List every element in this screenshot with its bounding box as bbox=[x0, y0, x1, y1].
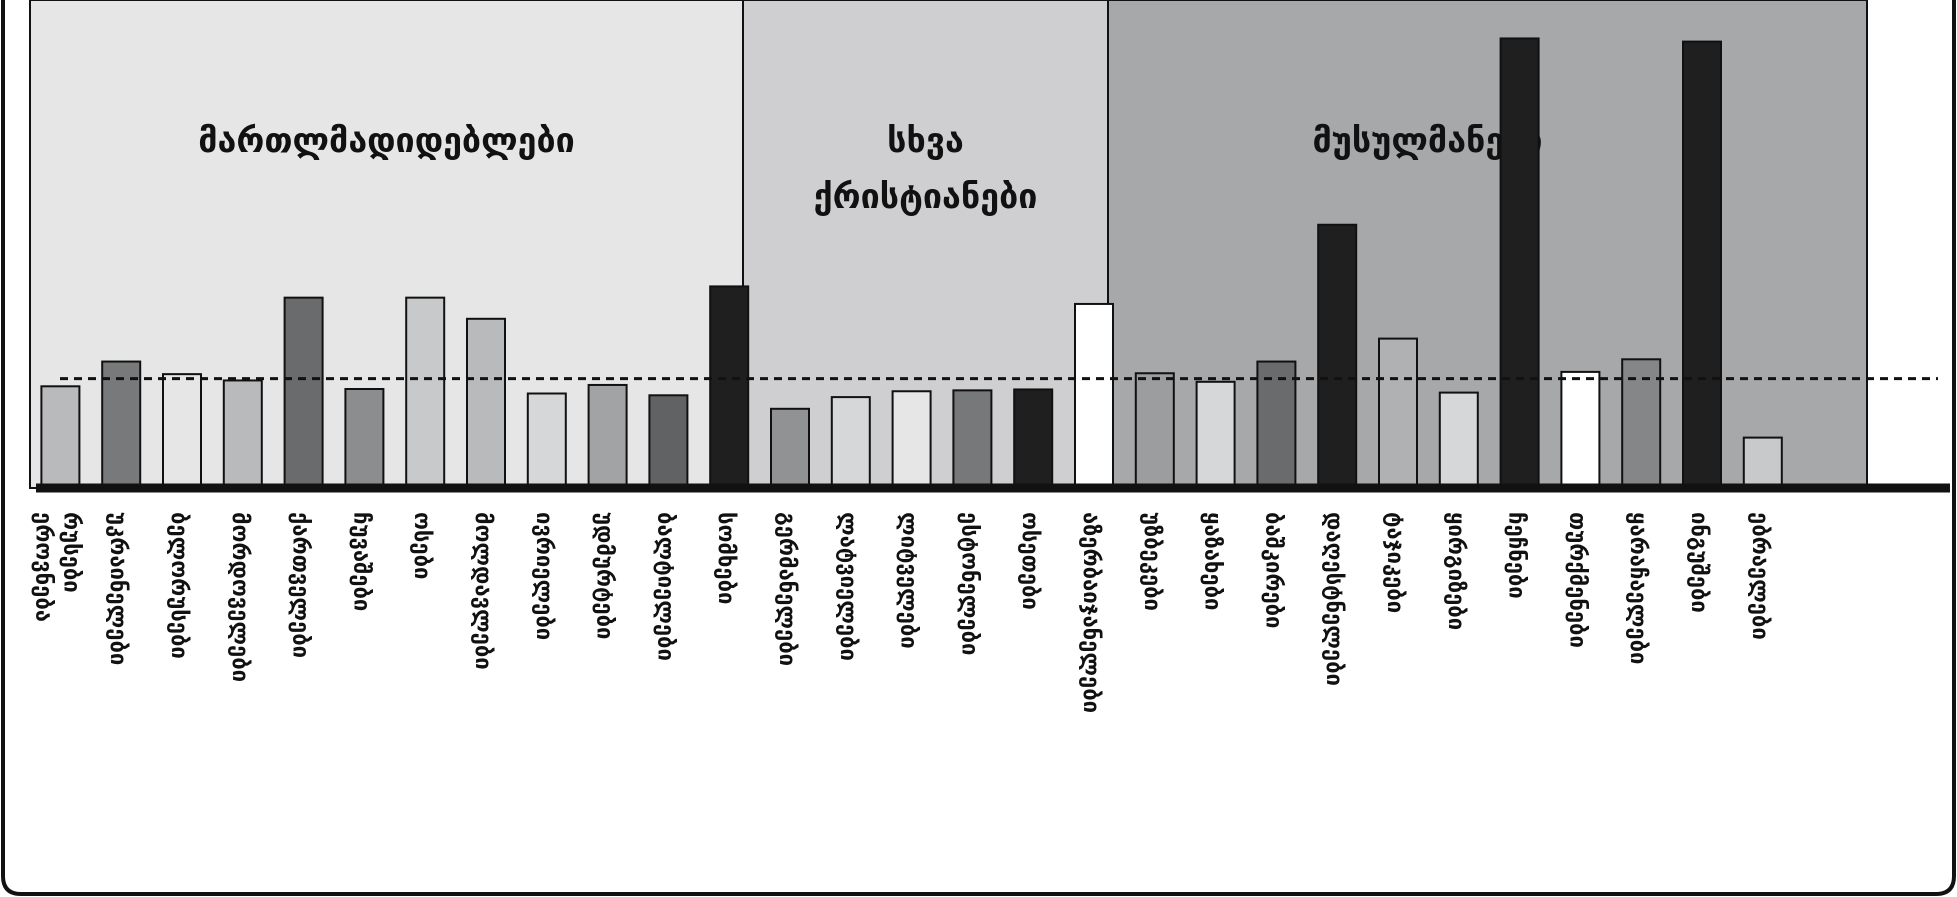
category-label: მოლდავლები bbox=[470, 512, 495, 670]
bar bbox=[830, 396, 871, 490]
category-label: ყაზახები bbox=[1200, 512, 1225, 610]
category-label: ოსეთები bbox=[1017, 512, 1042, 610]
bar bbox=[40, 385, 81, 489]
bar bbox=[1195, 380, 1236, 489]
category-label: ლიტველები bbox=[896, 512, 921, 649]
category-label: ლატვიელები bbox=[835, 512, 860, 661]
bar bbox=[1438, 391, 1479, 490]
bar bbox=[1560, 370, 1601, 489]
bar bbox=[405, 296, 446, 489]
category-label: ბალტიელები bbox=[652, 512, 677, 661]
category-label: ინგუშები bbox=[1686, 512, 1711, 613]
category-label: ებრაელები bbox=[1747, 512, 1772, 640]
bar bbox=[1134, 372, 1175, 489]
bar bbox=[466, 317, 506, 489]
category-label: სომხები bbox=[713, 512, 738, 604]
category-label: თურქმენები bbox=[1564, 512, 1589, 648]
bar bbox=[1621, 358, 1662, 489]
bar bbox=[1682, 40, 1722, 489]
bar bbox=[891, 390, 932, 489]
group-titles: მართლმადიდებლები სხვაქრისტიანებიმუსულმანე… bbox=[198, 121, 1542, 217]
category-labels: ეროვნება რუსები უკრაინელები ბელორუსები მორდო… bbox=[30, 512, 1771, 713]
bar bbox=[1499, 37, 1540, 489]
category-label: ტაჯიკები bbox=[1382, 512, 1407, 613]
group-title: ქრისტიანები bbox=[814, 177, 1038, 217]
bar bbox=[1317, 223, 1358, 489]
category-label: ჩუვაშები bbox=[348, 512, 373, 611]
bar bbox=[283, 296, 324, 489]
category-label: უდმურტები bbox=[592, 512, 617, 639]
category-label: ბაშკირები bbox=[1260, 512, 1285, 628]
bar bbox=[952, 389, 993, 490]
bar bbox=[1742, 436, 1783, 490]
category-label: ჩეჩნები bbox=[1504, 512, 1529, 599]
bar bbox=[1256, 360, 1297, 489]
bar bbox=[709, 285, 750, 489]
category-label: ყარაჩაელები bbox=[1625, 512, 1650, 664]
category-label: მორდოველები bbox=[227, 512, 252, 682]
group-title: მართლმადიდებლები bbox=[198, 121, 575, 161]
category-label: უკრაინელები bbox=[105, 512, 130, 665]
category-label: ბელორუსები bbox=[166, 512, 191, 659]
bar bbox=[222, 379, 263, 490]
category-label: ყირგიზები bbox=[1443, 512, 1468, 630]
bar bbox=[1013, 388, 1054, 490]
group-title: სხვა bbox=[887, 121, 964, 161]
category-label: დაღესტნელები bbox=[1321, 512, 1346, 686]
category-label: ოსები bbox=[409, 512, 434, 579]
bar bbox=[587, 383, 628, 490]
bar bbox=[1074, 302, 1114, 490]
category-label: უზბეკები bbox=[1139, 512, 1164, 611]
category-label: ივრიელები bbox=[531, 512, 556, 640]
bar bbox=[648, 394, 689, 489]
bar bbox=[526, 392, 567, 489]
bar bbox=[770, 407, 810, 489]
category-label: ქართველები bbox=[288, 512, 313, 658]
bar bbox=[344, 388, 385, 489]
bar bbox=[1378, 337, 1418, 489]
bar bbox=[101, 360, 142, 489]
category-label: ეროვნება bbox=[30, 512, 55, 622]
category-label: რუსები bbox=[58, 512, 83, 593]
category-label: გერმანელები bbox=[774, 512, 799, 666]
category-label: ესტონელები bbox=[956, 512, 981, 655]
bar bbox=[162, 373, 202, 489]
category-label: აზერბაიჯანელები bbox=[1078, 512, 1103, 713]
